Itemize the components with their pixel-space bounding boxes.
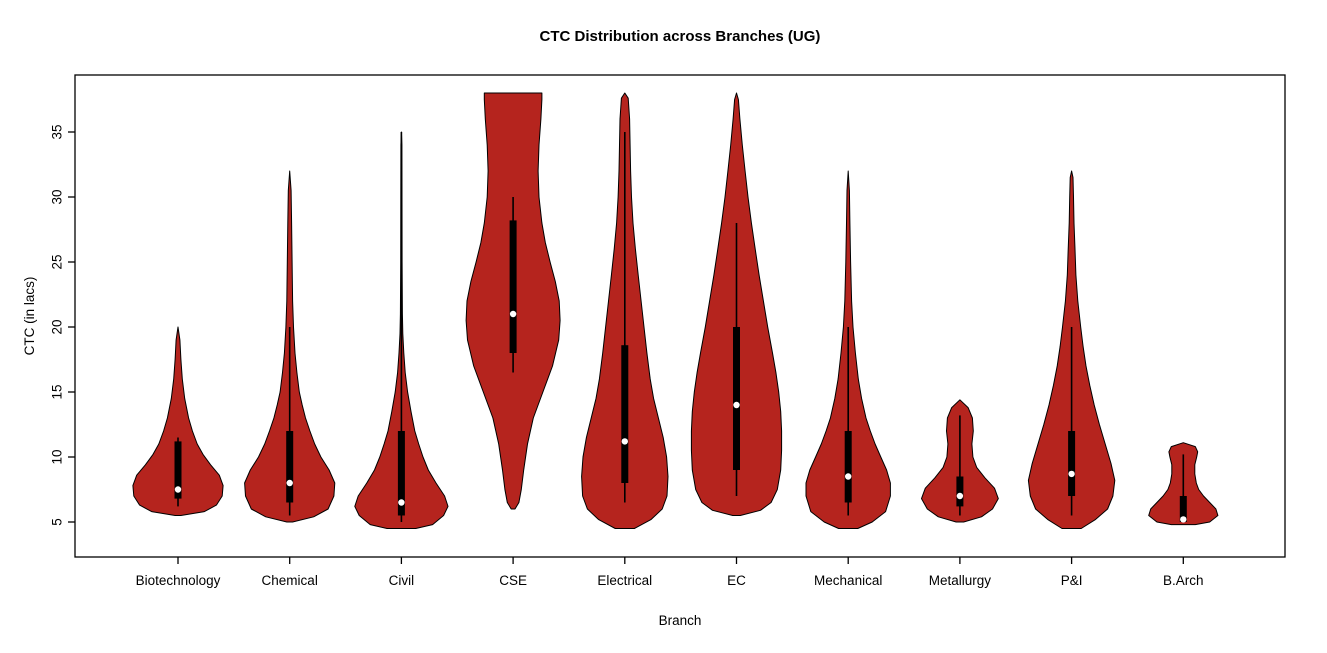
y-tick-label: 30 (50, 189, 65, 204)
median-dot (733, 401, 740, 409)
iqr-box (509, 220, 517, 353)
median-dot (1180, 516, 1187, 523)
violin-cse (465, 92, 561, 510)
y-tick-label: 20 (50, 319, 65, 334)
median-dot (956, 492, 964, 500)
iqr-box (844, 431, 852, 503)
x-tick-label: CSE (499, 573, 527, 588)
median-dot (509, 310, 517, 318)
y-tick-label: 10 (50, 449, 65, 464)
violin-b-arch (1148, 442, 1219, 526)
x-tick-label: Metallurgy (929, 573, 992, 588)
x-tick-label: EC (727, 573, 746, 588)
iqr-box (286, 431, 294, 503)
median-dot (174, 486, 182, 493)
x-tick-label: Mechanical (814, 573, 882, 588)
x-tick-label: P&I (1061, 573, 1083, 588)
x-tick-label: B.Arch (1163, 573, 1204, 588)
median-dot (845, 473, 852, 480)
iqr-box (956, 476, 964, 507)
iqr-box (397, 431, 405, 516)
x-axis-label: Branch (658, 613, 702, 628)
iqr-box (733, 327, 740, 470)
median-dot (1068, 470, 1075, 478)
x-tick-label: Biotechnology (136, 573, 221, 588)
y-tick-label: 35 (50, 124, 65, 139)
violin-biotechnology (132, 326, 224, 516)
violin-chemical (244, 170, 336, 523)
violin-electrical (581, 92, 669, 529)
y-tick-label: 15 (50, 384, 65, 399)
iqr-box (1068, 431, 1076, 496)
violin-ec (690, 92, 783, 516)
violin-mechanical (805, 170, 891, 529)
plot-border (74, 74, 1286, 558)
violin-metallurgy (921, 399, 999, 523)
iqr-box (174, 441, 182, 499)
y-tick-label: 25 (50, 254, 65, 269)
violin-shape (132, 326, 224, 516)
chart-title: CTC Distribution across Branches (UG) (539, 28, 821, 45)
median-dot (398, 499, 405, 506)
x-tick-label: Electrical (597, 573, 652, 588)
y-tick-label: 5 (50, 518, 65, 526)
violin-civil (354, 131, 449, 529)
x-tick-label: Chemical (262, 573, 318, 588)
median-dot (286, 479, 293, 487)
iqr-box (621, 345, 629, 483)
iqr-box (1179, 496, 1187, 522)
x-tick-label: Civil (389, 573, 415, 588)
violin-p-i (1027, 170, 1116, 529)
median-dot (621, 438, 628, 445)
